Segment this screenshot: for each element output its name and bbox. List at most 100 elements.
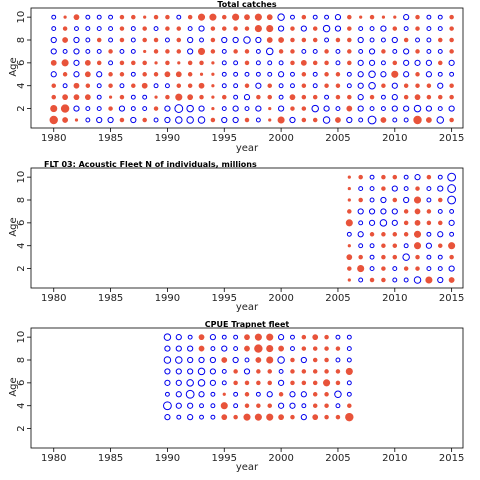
negative-residual-bubble — [380, 196, 387, 204]
negative-residual-bubble — [153, 83, 159, 89]
positive-residual-bubble — [222, 94, 227, 100]
negative-residual-bubble — [437, 185, 444, 192]
negative-residual-bubble — [50, 71, 57, 78]
positive-residual-bubble — [211, 106, 215, 111]
positive-residual-bubble — [50, 59, 57, 66]
positive-residual-bubble — [256, 369, 261, 374]
positive-residual-bubble — [345, 412, 354, 422]
positive-residual-bubble — [358, 197, 363, 203]
negative-residual-bubble — [449, 231, 455, 237]
negative-residual-bubble — [437, 48, 443, 54]
negative-residual-bubble — [199, 403, 204, 409]
positive-residual-bubble — [290, 380, 295, 386]
negative-residual-bubble — [73, 48, 80, 55]
positive-residual-bubble — [176, 37, 182, 43]
negative-residual-bubble — [403, 174, 409, 180]
x-tick-label: 2015 — [439, 453, 464, 464]
positive-residual-bubble — [335, 369, 341, 374]
positive-residual-bubble — [300, 59, 307, 66]
negative-residual-bubble — [175, 368, 182, 375]
y-tick-label: 6 — [16, 220, 27, 226]
negative-residual-bubble — [447, 172, 457, 182]
positive-residual-bubble — [73, 94, 80, 101]
negative-residual-bubble — [278, 368, 284, 374]
positive-residual-bubble — [324, 403, 329, 408]
negative-residual-bubble — [197, 367, 206, 376]
negative-residual-bubble — [358, 220, 364, 226]
negative-residual-bubble — [209, 368, 216, 375]
bubbles — [345, 172, 457, 284]
positive-residual-bubble — [143, 49, 147, 54]
positive-residual-bubble — [211, 72, 215, 76]
negative-residual-bubble — [312, 14, 318, 20]
negative-residual-bubble — [221, 345, 228, 352]
negative-residual-bubble — [322, 116, 331, 124]
negative-residual-bubble — [322, 24, 331, 33]
negative-residual-bubble — [175, 391, 182, 398]
negative-residual-bubble — [130, 116, 137, 124]
positive-residual-bubble — [392, 197, 398, 203]
positive-residual-bubble — [244, 60, 250, 66]
x-tick-label: 1980 — [41, 453, 66, 464]
negative-residual-bubble — [290, 83, 295, 89]
positive-residual-bubble — [255, 357, 262, 363]
positive-residual-bubble — [301, 369, 307, 374]
positive-residual-bubble — [415, 186, 420, 191]
negative-residual-bubble — [357, 105, 364, 112]
negative-residual-bubble — [175, 334, 182, 341]
positive-residual-bubble — [154, 95, 158, 99]
positive-residual-bubble — [267, 380, 272, 386]
positive-residual-bubble — [96, 60, 102, 66]
negative-residual-bubble — [221, 83, 227, 89]
negative-residual-bubble — [174, 104, 184, 113]
positive-residual-bubble — [312, 94, 318, 100]
positive-residual-bubble — [267, 403, 272, 408]
x-tick-label: 2005 — [325, 133, 350, 144]
positive-residual-bubble — [301, 83, 307, 88]
negative-residual-bubble — [51, 26, 57, 32]
y-tick-label: 2 — [16, 105, 27, 111]
positive-residual-bubble — [346, 254, 353, 261]
negative-residual-bubble — [233, 346, 239, 352]
positive-residual-bubble — [221, 357, 228, 363]
positive-residual-bubble — [415, 254, 420, 260]
negative-residual-bubble — [334, 14, 342, 21]
negative-residual-bubble — [50, 36, 57, 44]
negative-residual-bubble — [447, 184, 457, 193]
positive-residual-bubble — [153, 49, 159, 54]
negative-residual-bubble — [278, 25, 285, 32]
positive-residual-bubble — [301, 117, 307, 123]
negative-residual-bubble — [74, 26, 79, 32]
negative-residual-bubble — [199, 414, 204, 420]
x-tick-label: 2010 — [382, 293, 407, 304]
negative-residual-bubble — [300, 391, 307, 398]
positive-residual-bubble — [62, 37, 69, 43]
negative-residual-bubble — [391, 219, 398, 226]
negative-residual-bubble — [357, 94, 364, 101]
positive-residual-bubble — [165, 14, 170, 20]
positive-residual-bubble — [345, 219, 353, 227]
positive-residual-bubble — [301, 334, 307, 340]
negative-residual-bubble — [334, 25, 342, 32]
negative-residual-bubble — [255, 117, 261, 123]
positive-residual-bubble — [244, 392, 250, 397]
positive-residual-bubble — [415, 49, 420, 54]
positive-residual-bubble — [312, 357, 318, 363]
positive-residual-bubble — [301, 106, 307, 111]
negative-residual-bubble — [108, 14, 114, 20]
positive-residual-bubble — [358, 254, 363, 260]
negative-residual-bubble — [85, 26, 91, 32]
negative-residual-bubble — [334, 390, 342, 399]
negative-residual-bubble — [289, 116, 296, 124]
negative-residual-bubble — [187, 414, 194, 421]
y-tick-label: 4 — [16, 83, 27, 89]
positive-residual-bubble — [198, 82, 205, 89]
negative-residual-bubble — [403, 14, 410, 21]
negative-residual-bubble — [197, 379, 206, 387]
x-tick-label: 1985 — [98, 133, 123, 144]
negative-residual-bubble — [233, 60, 239, 66]
negative-residual-bubble — [290, 334, 295, 340]
negative-residual-bubble — [96, 48, 102, 54]
positive-residual-bubble — [438, 37, 443, 43]
